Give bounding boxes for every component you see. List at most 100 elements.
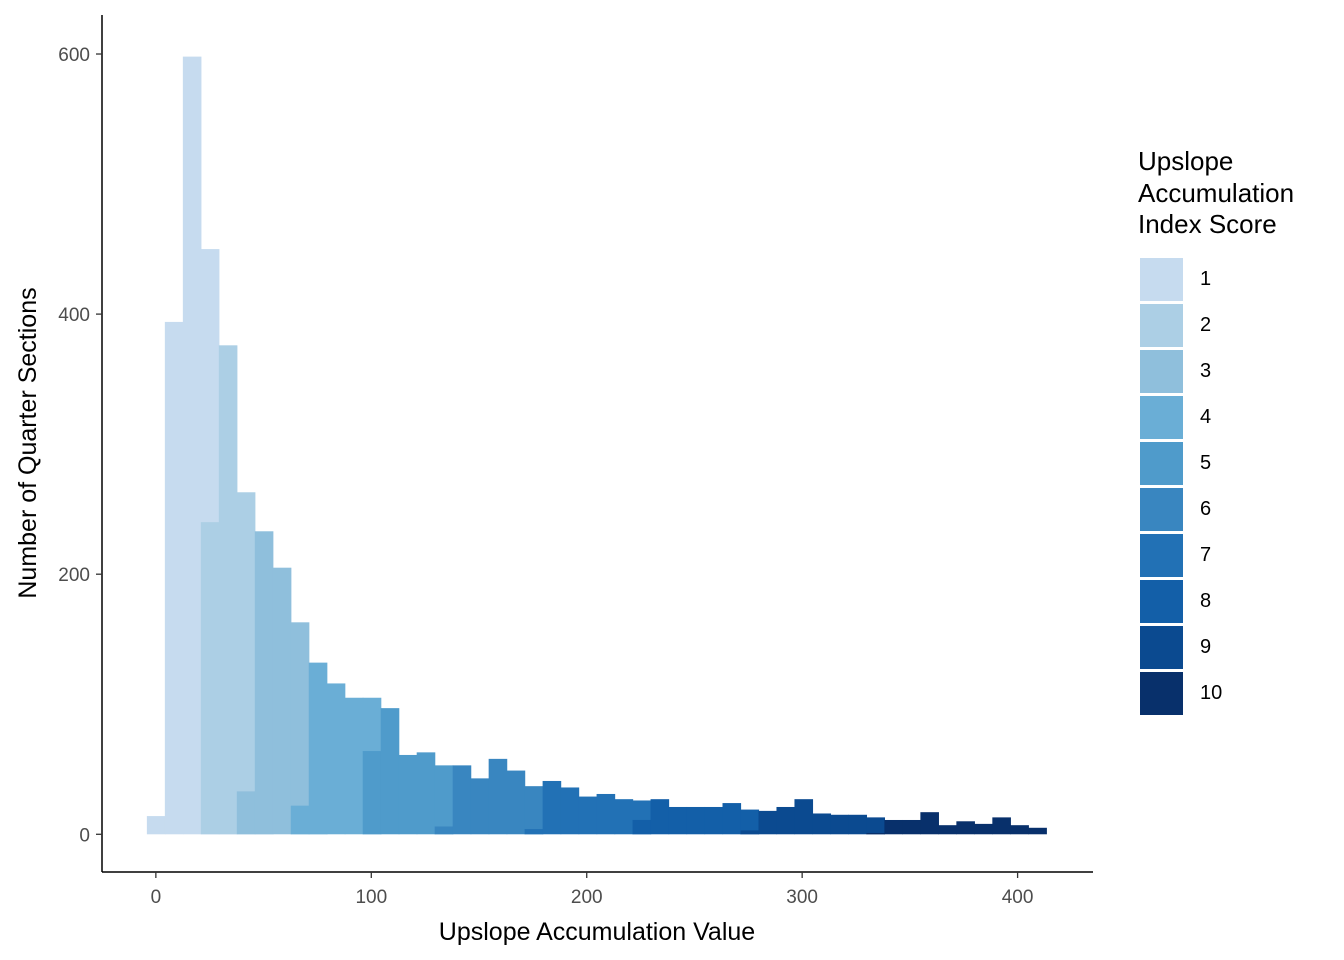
histogram-bar-score-7-4 [596, 793, 616, 835]
histogram-bar-score-3-3 [290, 622, 310, 835]
legend: Upslope Accumulation Index Score 1 2 3 4 5 6 7… [1138, 146, 1328, 717]
histogram-bar-score-5-4 [434, 765, 454, 835]
histogram-bar-score-8-5 [722, 803, 742, 835]
legend-item-7: 7 [1138, 533, 1328, 579]
histogram-bar-score-10-6 [974, 823, 993, 835]
x-tick-label: 100 [355, 887, 387, 908]
histogram-bar-score-5-1 [380, 708, 400, 835]
histogram-bar-score-6-0 [434, 826, 454, 835]
x-tick-label: 400 [1002, 887, 1034, 908]
histogram-bar-score-5-3 [416, 752, 436, 835]
histogram-bar-score-10-7 [992, 817, 1011, 835]
y-axis-title: Number of Quarter Sections [14, 287, 42, 598]
legend-label: 2 [1200, 314, 1212, 336]
x-axis-title: Upslope Accumulation Value [439, 918, 755, 946]
histogram-bar-score-6-4 [506, 770, 526, 835]
histogram-bar-score-7-2 [560, 787, 580, 835]
histogram-bar-score-8-4 [704, 806, 724, 835]
histogram-bar-score-7-1 [542, 780, 562, 835]
histogram-bar-score-8-3 [686, 806, 706, 835]
legend-item-5: 5 [1138, 441, 1328, 487]
histogram-bar-score-6-3 [488, 758, 508, 835]
legend-label: 7 [1200, 544, 1212, 566]
legend-label: 4 [1200, 406, 1212, 428]
histogram-bar-score-6-5 [524, 786, 544, 835]
y-tick-label: 600 [58, 45, 90, 66]
legend-swatch [1140, 442, 1183, 485]
histogram-bar-score-5-0 [362, 751, 382, 835]
legend-item-6: 6 [1138, 487, 1328, 533]
histogram-bar-score-10-0 [866, 832, 886, 835]
histogram-bar-score-9-2 [776, 806, 796, 835]
legend-label: 9 [1200, 636, 1212, 658]
histogram-bar-score-4-2 [326, 683, 346, 835]
histogram-bar-score-2-2 [236, 492, 256, 835]
plot-area [146, 56, 1047, 835]
y-axis-ticks: 0 200 400 600 [58, 45, 102, 846]
legend-item-10: 10 [1138, 671, 1328, 717]
legend-label: 6 [1200, 498, 1212, 520]
histogram-bar-score-5-2 [398, 754, 418, 835]
legend-label: 5 [1200, 452, 1212, 474]
legend-label: 10 [1200, 682, 1223, 704]
legend-swatch [1140, 672, 1183, 715]
x-tick-label: 200 [571, 887, 603, 908]
legend-swatch [1140, 580, 1183, 623]
legend-items: 1 2 3 4 5 6 7 8 9 10 [1138, 257, 1328, 717]
histogram-bar-score-2-0 [200, 522, 220, 835]
histogram-bar-score-8-2 [668, 806, 688, 835]
x-tick-label: 300 [786, 887, 818, 908]
histogram-bar-score-2-1 [218, 345, 238, 835]
histogram-bar-score-9-6 [848, 814, 868, 835]
legend-swatch [1140, 488, 1183, 531]
legend-swatch [1140, 258, 1183, 301]
histogram-bar-score-1-1 [164, 321, 184, 835]
histogram-bar-score-4-0 [290, 805, 310, 835]
legend-item-1: 1 [1138, 257, 1328, 303]
histogram-bar-score-10-3 [920, 812, 939, 835]
histogram-bar-score-10-5 [956, 821, 975, 835]
histogram-bar-score-9-3 [794, 799, 814, 835]
legend-swatch [1140, 626, 1183, 669]
histogram-bar-score-7-0 [524, 829, 544, 835]
histogram-bar-score-1-2 [182, 56, 202, 835]
histogram-bar-score-8-1 [650, 799, 670, 835]
legend-swatch [1140, 350, 1183, 393]
legend-item-9: 9 [1138, 625, 1328, 671]
histogram-bar-score-10-4 [938, 825, 957, 835]
histogram-bar-score-6-2 [470, 778, 490, 835]
histogram-bar-score-3-0 [236, 791, 256, 835]
histogram-bar-score-3-1 [254, 531, 274, 835]
y-tick-label: 400 [58, 305, 90, 326]
legend-item-2: 2 [1138, 303, 1328, 349]
histogram-bar-score-4-1 [308, 662, 328, 835]
histogram-bar-score-7-5 [614, 799, 634, 835]
x-axis-ticks: 0 100 200 300 400 [151, 872, 1034, 908]
histogram-bar-score-9-0 [740, 830, 760, 835]
legend-swatch [1140, 304, 1183, 347]
histogram-bar-score-8-6 [740, 809, 760, 835]
histogram-bar-score-10-9 [1028, 827, 1047, 835]
histogram-bar-score-7-3 [578, 796, 598, 835]
x-tick-label: 0 [151, 887, 162, 908]
histogram-bar-score-3-2 [272, 567, 292, 835]
histogram-bar-score-9-7 [866, 817, 886, 835]
histogram-bar-score-10-1 [884, 819, 903, 835]
histogram-bar-score-10-8 [1010, 825, 1029, 835]
histogram-bar-score-9-4 [812, 813, 832, 835]
histogram-bar-score-9-5 [830, 814, 850, 835]
legend-title: Upslope Accumulation Index Score [1138, 146, 1295, 239]
legend-item-3: 3 [1138, 349, 1328, 395]
legend-swatch [1140, 396, 1183, 439]
histogram-bar-score-6-1 [452, 765, 472, 835]
legend-swatch [1140, 534, 1183, 577]
legend-label: 3 [1200, 360, 1212, 382]
histogram-bar-score-8-0 [632, 819, 652, 835]
legend-item-4: 4 [1138, 395, 1328, 441]
legend-label: 8 [1200, 590, 1212, 612]
y-tick-label: 0 [79, 825, 90, 846]
legend-item-8: 8 [1138, 579, 1328, 625]
legend-label: 1 [1200, 268, 1212, 290]
histogram-bar-score-1-0 [146, 816, 166, 835]
